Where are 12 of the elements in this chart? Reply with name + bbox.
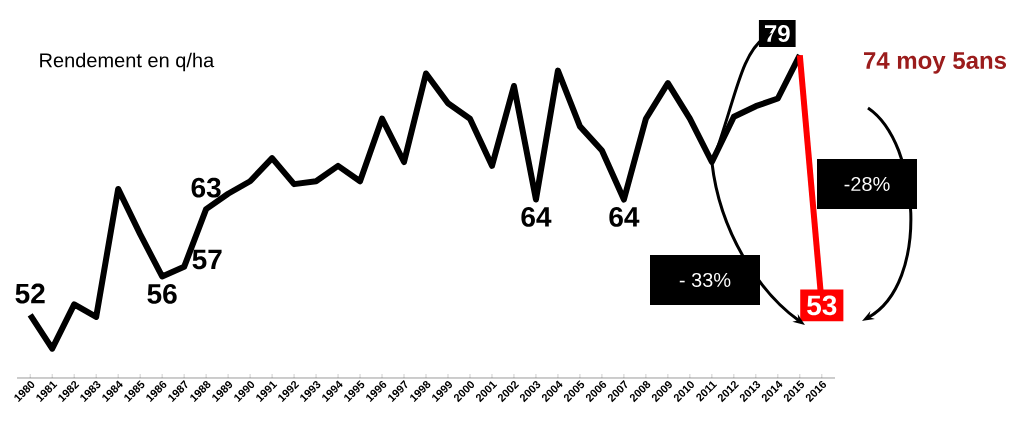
data-label: 57 [192, 249, 222, 270]
annotation: - 33% [679, 272, 731, 288]
data-label: 52 [15, 283, 45, 304]
data-label: 79 [764, 25, 790, 42]
data-label: 64 [609, 207, 640, 227]
data-label: 64 [521, 207, 552, 227]
data-label: 53 [807, 295, 837, 316]
data-label: 63 [191, 177, 221, 198]
chart-title: Rendement en q/ha [40, 52, 215, 72]
text: 74 moy 5ans [863, 52, 1007, 74]
data-label: 56 [147, 284, 177, 304]
text: -28% [844, 176, 890, 192]
